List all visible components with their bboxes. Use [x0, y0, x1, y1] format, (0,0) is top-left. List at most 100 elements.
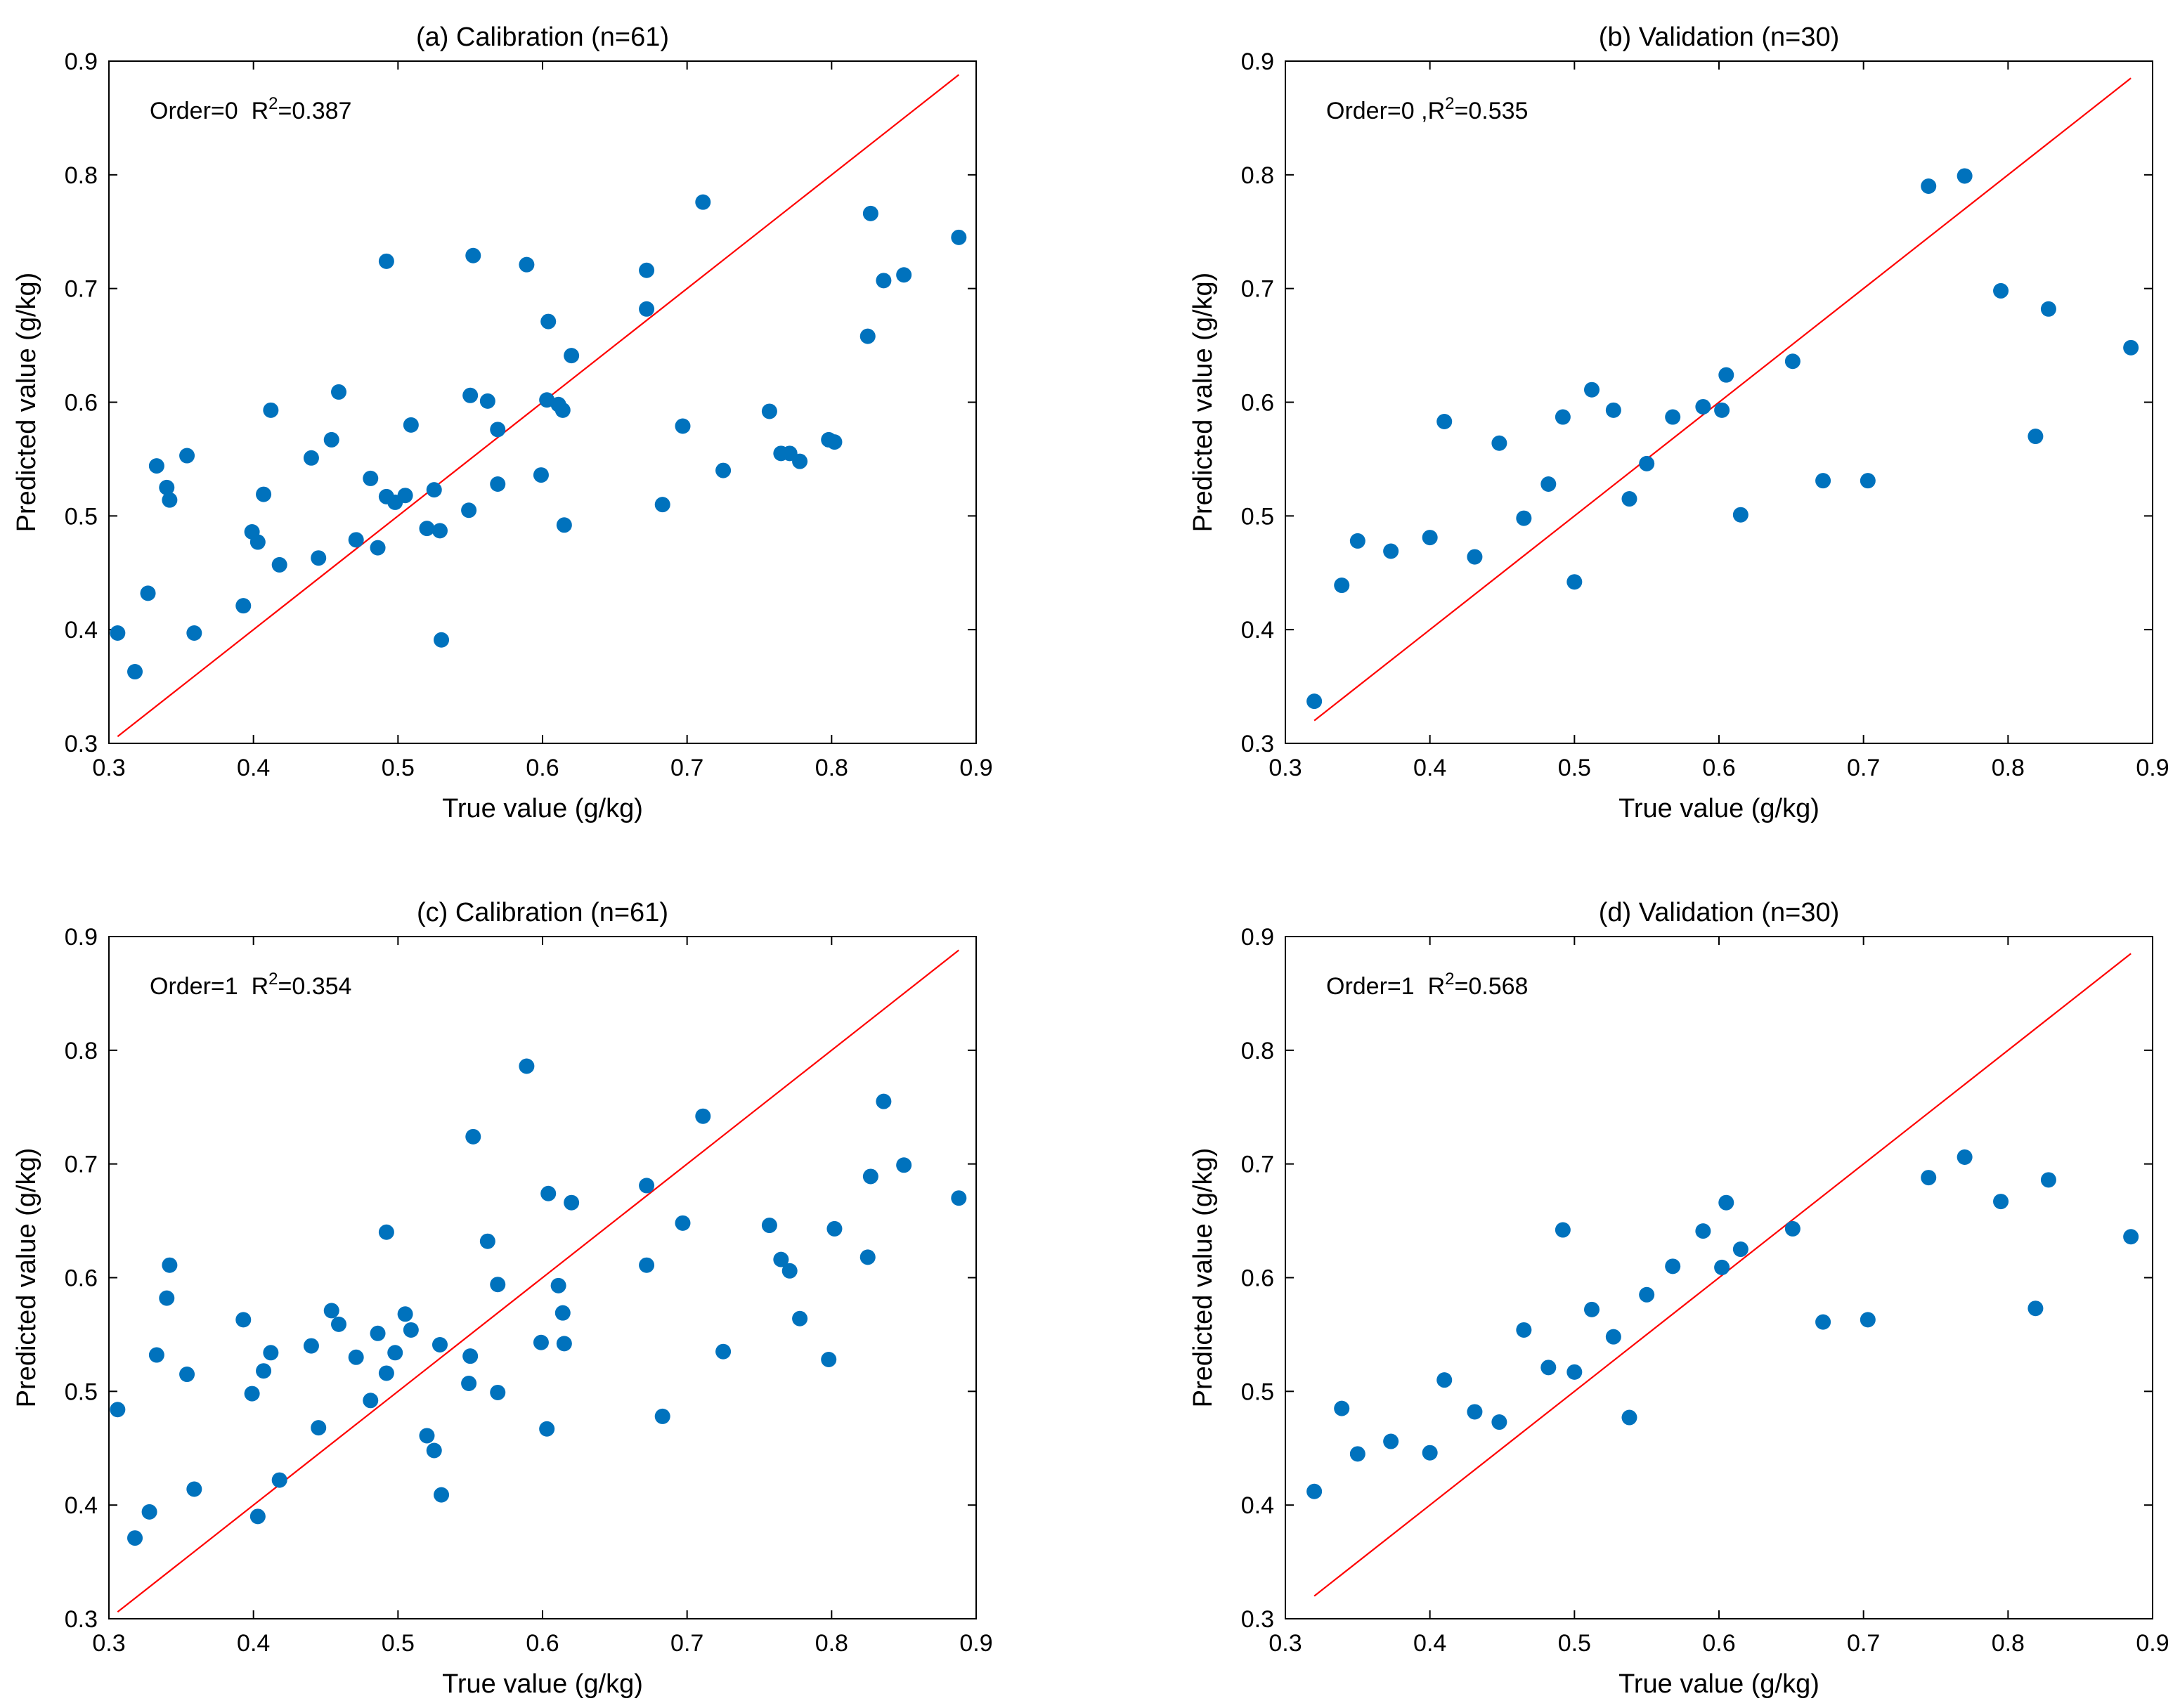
data-point	[1921, 1170, 1937, 1186]
data-point	[387, 1345, 403, 1361]
y-tick-label: 0.3	[65, 1606, 98, 1633]
data-point	[1605, 402, 1621, 418]
data-point	[675, 418, 691, 434]
x-tick-label: 0.3	[1269, 1630, 1302, 1657]
data-point	[378, 1224, 394, 1240]
data-point	[1584, 382, 1600, 398]
data-point	[1957, 1149, 1973, 1165]
y-axis-label: Predicted value (g/kg)	[12, 273, 41, 533]
y-tick-label: 0.5	[65, 503, 98, 530]
data-point	[323, 431, 339, 448]
data-point	[403, 1322, 419, 1338]
data-point	[564, 1194, 580, 1211]
data-point	[1860, 473, 1876, 489]
data-point	[479, 1233, 495, 1249]
data-point	[397, 1306, 413, 1322]
data-point	[715, 1343, 732, 1360]
data-point	[378, 1365, 394, 1381]
data-point	[826, 1220, 843, 1237]
data-point	[1566, 574, 1583, 590]
r2-annotation: Order=1 R2=0.568	[1326, 970, 1528, 1000]
x-axis-label: True value (g/kg)	[442, 1669, 643, 1699]
data-point	[1718, 367, 1734, 383]
data-point	[256, 1363, 272, 1379]
y-tick-label: 0.9	[1241, 924, 1274, 951]
y-tick-label: 0.9	[1241, 48, 1274, 75]
data-point	[1516, 1322, 1532, 1338]
data-point	[826, 434, 843, 450]
data-point	[1436, 414, 1453, 430]
data-point	[462, 387, 479, 403]
data-point	[1555, 409, 1571, 425]
data-point	[127, 1530, 143, 1546]
data-point	[331, 384, 347, 400]
data-point	[271, 1472, 287, 1488]
data-point	[554, 1305, 571, 1321]
x-tick-label: 0.5	[1558, 755, 1591, 781]
y-tick-label: 0.6	[1241, 390, 1274, 417]
x-tick-label: 0.8	[1992, 755, 2025, 781]
data-point	[1993, 1194, 2009, 1210]
data-point	[2027, 1300, 2044, 1317]
data-point	[432, 1336, 448, 1352]
data-point	[533, 467, 549, 483]
data-point	[148, 458, 164, 474]
y-tick-label: 0.8	[65, 162, 98, 189]
data-point	[1555, 1222, 1571, 1238]
data-point	[303, 1338, 319, 1354]
data-point	[859, 1249, 876, 1265]
data-point	[263, 402, 279, 418]
data-point	[186, 1481, 202, 1497]
data-point	[179, 1367, 195, 1383]
data-point	[186, 625, 202, 641]
data-point	[1695, 398, 1711, 415]
x-tick-label: 0.3	[92, 1630, 125, 1657]
data-point	[162, 1257, 178, 1273]
x-tick-label: 0.9	[959, 1630, 992, 1657]
data-point	[1665, 409, 1681, 425]
data-point	[639, 262, 655, 278]
data-point	[271, 556, 287, 573]
x-tick-label: 0.4	[237, 755, 270, 781]
data-point	[715, 462, 732, 478]
data-point	[140, 585, 156, 601]
data-point	[519, 256, 535, 273]
data-point	[1732, 507, 1748, 523]
data-point	[781, 1263, 798, 1279]
data-point	[1467, 549, 1483, 565]
data-point	[479, 393, 495, 409]
data-point	[1306, 693, 1323, 710]
data-point	[1784, 1220, 1801, 1237]
data-point	[465, 1128, 481, 1145]
data-point	[1540, 1360, 1557, 1376]
data-point	[370, 540, 386, 556]
data-point	[1306, 1483, 1323, 1499]
r2-annotation: Order=1 R2=0.354	[150, 970, 351, 1000]
panel-c: 0.3 0.4 0.5 0.6 0.7 0.8 0.9 0.3 0.4 0.5 0.6 0.7 0.8 0…	[12, 898, 993, 1699]
data-point	[1639, 1286, 1655, 1303]
x-tick-label: 0.6	[526, 1630, 559, 1657]
data-point	[462, 1348, 479, 1364]
x-tick-label: 0.5	[1558, 1630, 1591, 1657]
data-point	[490, 476, 506, 493]
data-point	[540, 1185, 557, 1201]
y-tick-label: 0.3	[65, 731, 98, 757]
data-point	[179, 448, 195, 464]
data-point	[792, 453, 808, 469]
data-point	[363, 470, 379, 486]
x-tick-label: 0.4	[237, 1630, 270, 1657]
data-point	[1491, 1414, 1507, 1430]
x-axis-label: True value (g/kg)	[1618, 794, 1819, 823]
data-point	[1957, 168, 1973, 184]
data-point	[434, 1487, 450, 1503]
data-point	[1621, 1409, 1637, 1426]
data-point	[1566, 1364, 1583, 1380]
data-point	[639, 301, 655, 317]
data-point	[159, 479, 175, 495]
data-point	[540, 313, 557, 330]
data-point	[773, 1251, 789, 1267]
data-point	[675, 1215, 691, 1231]
data-point	[249, 1508, 266, 1525]
x-tick-label: 0.6	[1702, 1630, 1735, 1657]
